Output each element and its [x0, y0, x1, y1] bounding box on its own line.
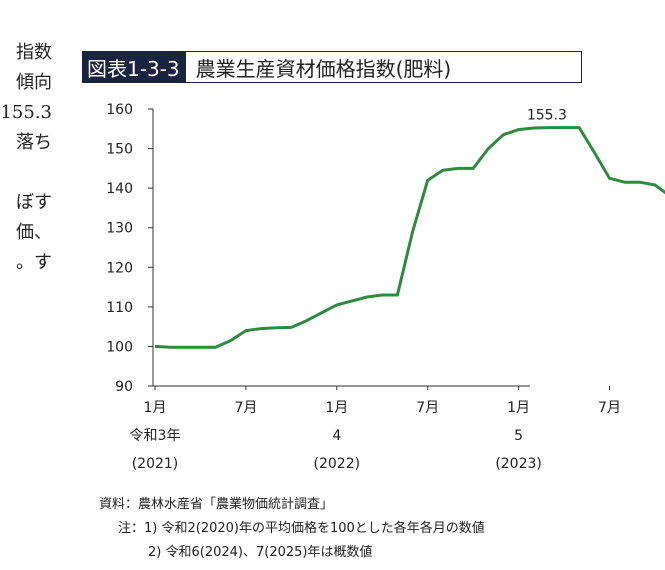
left-text-line: ぼす [16, 192, 52, 213]
left-body-text: 指数 傾向 155.3 落ち ぼす 、価 す。 [0, 38, 52, 278]
y-tick-label: 90 [115, 379, 133, 395]
y-tick-label: 140 [106, 181, 133, 197]
series-line [154, 126, 665, 349]
peak-data-label: 155.3 [527, 108, 567, 124]
y-tick-label: 120 [106, 260, 133, 276]
figure-title-box: 図表1-3-3 農業生産資材価格指数(肥料) [82, 51, 582, 83]
left-text-line: 155.3 [0, 102, 52, 123]
source-note: 資料：農林水産省「農業物価統計調査」 [99, 497, 334, 512]
left-text-line: す。 [16, 252, 52, 273]
y-tick-label: 150 [106, 142, 133, 158]
left-text-line: 傾向 [16, 72, 52, 93]
figure-number-label: 図表1-3-3 [83, 52, 186, 82]
footnote-2: 2) 令和6(2024)、7(2025)年は概数値 [148, 545, 373, 560]
x-year-label: (2022) [314, 456, 361, 472]
x-tick-label: 1月 [325, 400, 348, 416]
x-tick-label: 7月 [598, 400, 621, 416]
x-tick-label: 7月 [234, 400, 257, 416]
x-tick-label: 1月 [507, 400, 530, 416]
left-text-line: 指数 [16, 42, 52, 63]
x-tick-label: 7月 [416, 400, 439, 416]
x-era-label: 5 [514, 428, 523, 444]
left-text-line: 落ち [16, 132, 52, 153]
x-era-label: 4 [332, 428, 341, 444]
y-tick-label: 110 [106, 300, 133, 316]
y-tick-label: 160 [106, 102, 133, 118]
y-tick-label: 130 [106, 221, 133, 237]
x-year-label: (2021) [132, 456, 179, 472]
y-tick-label: 100 [106, 339, 133, 355]
x-tick-label: 1月 [144, 400, 167, 416]
x-era-label: 令和3年 [130, 428, 181, 444]
figure-title: 農業生産資材価格指数(肥料) [195, 56, 452, 81]
x-year-label: (2023) [495, 456, 542, 472]
footnote-1: 注：1) 令和2(2020)年の平均価格を100とした各年各月の数値 [118, 521, 485, 536]
left-text-line: 、価 [16, 222, 52, 243]
